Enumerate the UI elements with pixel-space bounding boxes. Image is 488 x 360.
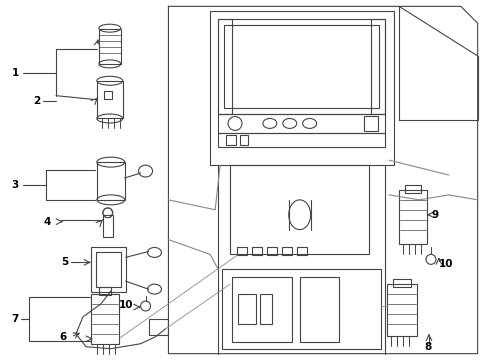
Text: 6: 6 [59,332,66,342]
Bar [266,247,276,255]
Bar [370,19,385,113]
Text: 8: 8 [423,342,430,352]
Bar [364,116,377,131]
Bar [296,247,306,255]
Bar [99,287,111,295]
Text: 1: 1 [11,68,19,78]
Bar [237,247,246,255]
Bar [222,269,381,349]
Bar [91,294,119,344]
Bar [238,294,255,324]
Bar [260,294,271,324]
Bar [230,165,368,255]
Bar [97,81,122,118]
Bar [102,215,113,237]
Bar [240,135,247,145]
Bar [97,162,124,200]
Bar [386,284,416,336]
Bar [232,277,291,342]
Bar [218,19,385,113]
Bar [96,252,121,287]
Bar [210,11,393,165]
Bar [398,190,426,244]
Text: 2: 2 [33,96,41,105]
Bar [91,247,125,292]
Bar [225,135,236,145]
Text: 9: 9 [431,210,438,220]
Bar [224,25,379,108]
Bar [281,247,291,255]
Text: 5: 5 [61,257,68,267]
Text: 3: 3 [11,180,19,190]
Text: 10: 10 [119,300,133,310]
Text: 4: 4 [43,217,50,227]
Bar [99,29,121,64]
Bar [103,91,112,99]
Bar [218,133,385,147]
Text: 7: 7 [11,314,19,324]
Bar [404,185,420,193]
Text: 10: 10 [438,259,452,269]
Bar [218,113,385,133]
Bar [392,279,410,287]
Bar [148,319,168,335]
Bar [218,19,232,113]
Bar [299,277,339,342]
Bar [251,247,262,255]
